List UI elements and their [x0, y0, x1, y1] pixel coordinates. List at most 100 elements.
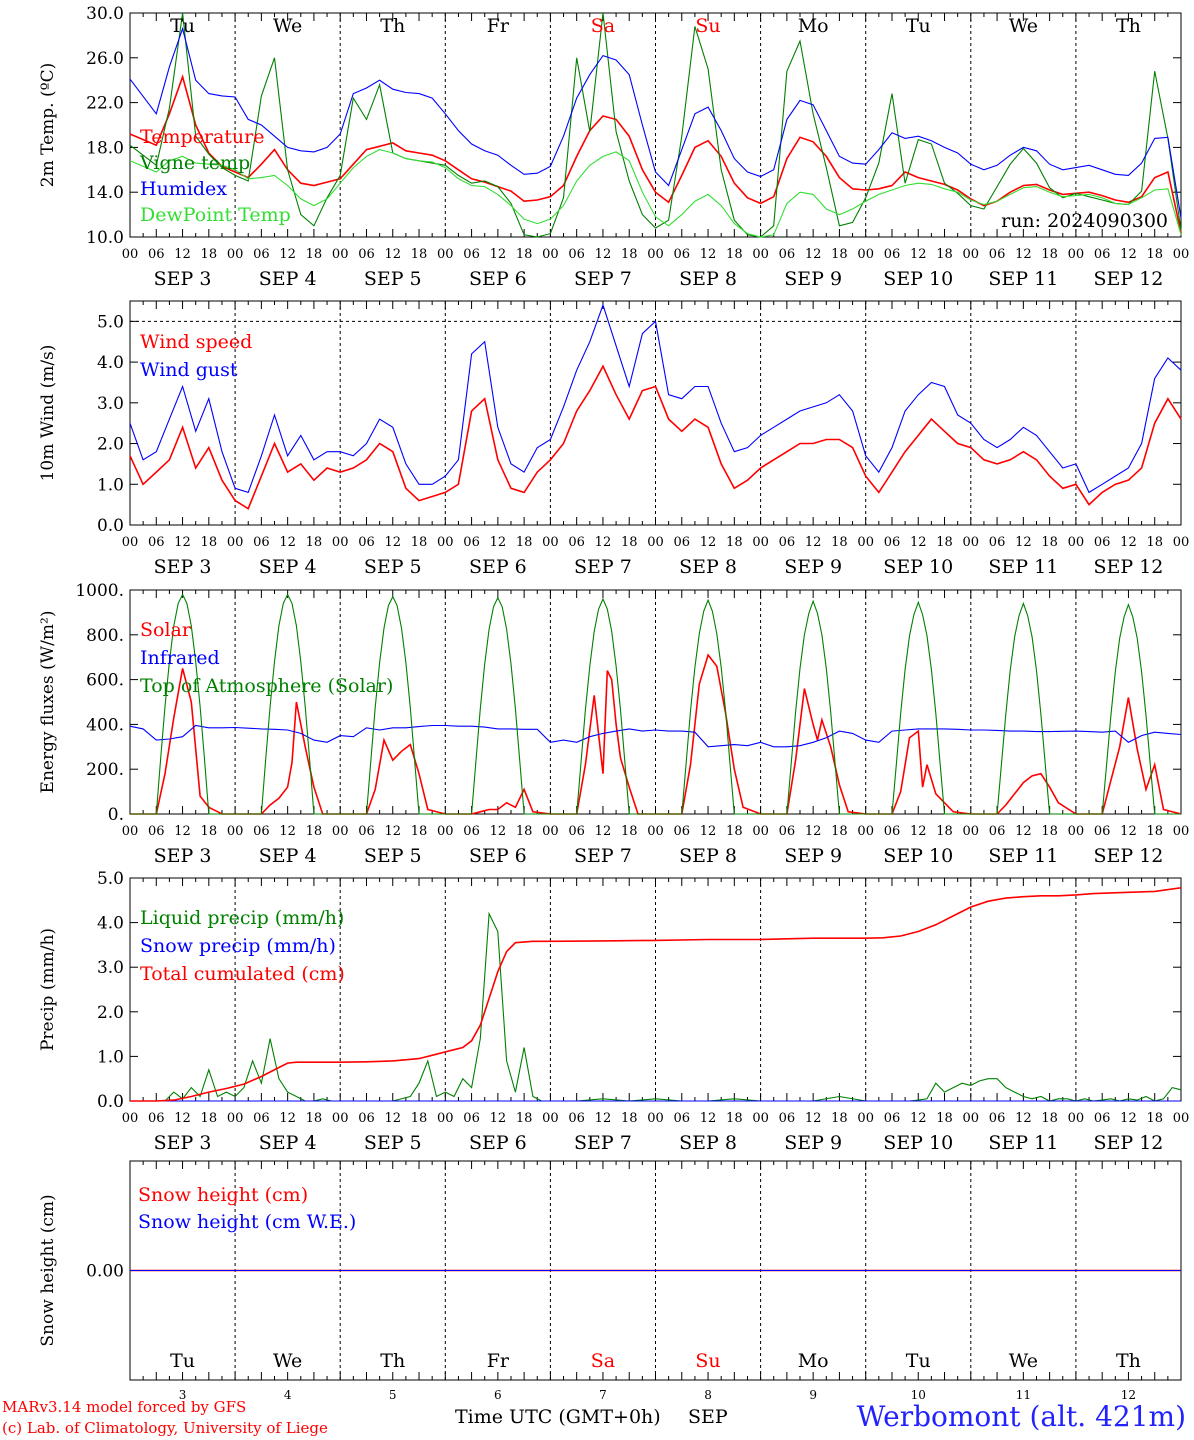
hour-tick-label: 06: [358, 535, 375, 550]
y-tick-label: 0.0: [97, 1092, 124, 1112]
hour-tick-label: 18: [1041, 824, 1058, 839]
hour-tick-label: 12: [384, 535, 401, 550]
weekday-label: Fr: [487, 1350, 510, 1372]
day-label: SEP 4: [259, 268, 317, 290]
hour-tick-label: 06: [253, 824, 270, 839]
weekday-label: Tu: [170, 15, 195, 37]
hour-tick-label: 06: [148, 824, 165, 839]
hour-tick-label: 18: [411, 535, 428, 550]
hour-tick-label: 18: [306, 247, 323, 262]
day-label: SEP 5: [364, 556, 422, 578]
hour-tick-label: 00: [752, 824, 769, 839]
hour-tick-label: 06: [989, 824, 1006, 839]
legend-entry: DewPoint Temp: [140, 204, 291, 226]
hour-tick-label: 06: [253, 247, 270, 262]
legend-entry: Temperature: [140, 126, 264, 148]
hour-tick-label: 00: [647, 535, 664, 550]
hour-tick-label: 12: [700, 1111, 717, 1126]
day-label: SEP 6: [469, 556, 527, 578]
hour-tick-label: 18: [516, 824, 533, 839]
hour-tick-label: 00: [1173, 824, 1190, 839]
day-number-label: 8: [704, 1388, 712, 1402]
hour-tick-label: 18: [306, 535, 323, 550]
hour-tick-label: 00: [857, 535, 874, 550]
day-label: SEP 6: [469, 845, 527, 867]
hour-tick-label: 18: [1146, 247, 1163, 262]
hour-tick-label: 12: [700, 824, 717, 839]
hour-tick-label: 12: [490, 1111, 507, 1126]
hour-tick-label: 00: [963, 1111, 980, 1126]
day-label: SEP 9: [784, 1132, 842, 1154]
day-label: SEP 3: [154, 845, 212, 867]
y-tick-label: 10.0: [86, 228, 124, 248]
hour-tick-label: 18: [936, 247, 953, 262]
hour-tick-label: 12: [279, 247, 296, 262]
legend-entry: Top of Atmosphere (Solar): [140, 675, 393, 697]
legend-entry: Infrared: [140, 647, 220, 669]
day-label: SEP 7: [574, 268, 632, 290]
y-axis-label: Energy fluxes (W/m²): [38, 611, 58, 794]
run-label: run: 2024090300: [1001, 210, 1168, 232]
weekday-label: Th: [380, 1350, 405, 1372]
day-label: SEP 4: [259, 845, 317, 867]
hour-tick-label: 06: [779, 1111, 796, 1126]
hour-tick-label: 06: [568, 1111, 585, 1126]
hour-tick-label: 00: [437, 1111, 454, 1126]
hour-tick-label: 12: [700, 535, 717, 550]
x-axis-title: Time UTC (GMT+0h): [455, 1406, 661, 1428]
hour-tick-label: 00: [1173, 247, 1190, 262]
weekday-label: Th: [1116, 15, 1141, 37]
hour-tick-label: 06: [463, 1111, 480, 1126]
series-line: [129, 26, 1182, 219]
y-tick-label: 5.0: [97, 312, 124, 332]
hour-tick-label: 06: [989, 1111, 1006, 1126]
hour-tick-label: 12: [490, 247, 507, 262]
y-tick-label: 0.00: [86, 1262, 124, 1282]
day-label: SEP 9: [784, 556, 842, 578]
hour-tick-label: 06: [779, 535, 796, 550]
day-number-label: 9: [809, 1388, 817, 1402]
hour-tick-label: 00: [1068, 824, 1085, 839]
day-number-label: 12: [1121, 1388, 1136, 1402]
hour-tick-label: 00: [227, 535, 244, 550]
hour-tick-label: 06: [568, 535, 585, 550]
day-label: SEP 11: [988, 845, 1058, 867]
legend-entry: Total cumulated (cm): [140, 963, 345, 985]
hour-tick-label: 00: [857, 247, 874, 262]
hour-tick-label: 18: [726, 247, 743, 262]
y-tick-label: 26.0: [86, 49, 124, 69]
day-label: SEP 8: [679, 268, 737, 290]
hour-tick-label: 12: [910, 535, 927, 550]
hour-tick-label: 06: [148, 247, 165, 262]
day-number-label: 5: [389, 1388, 397, 1402]
day-label: SEP 3: [154, 268, 212, 290]
hour-tick-label: 00: [1068, 247, 1085, 262]
y-axis-label: Precip (mm/h): [38, 928, 58, 1051]
y-axis-label: 10m Wind (m/s): [38, 345, 58, 482]
hour-tick-label: 00: [332, 1111, 349, 1126]
hour-tick-label: 06: [884, 824, 901, 839]
hour-tick-label: 12: [384, 824, 401, 839]
hour-tick-label: 06: [674, 247, 691, 262]
hour-tick-label: 06: [1094, 535, 1111, 550]
hour-tick-label: 12: [1120, 247, 1137, 262]
hour-tick-label: 06: [463, 824, 480, 839]
weekday-label: Fr: [487, 15, 510, 37]
hour-tick-label: 18: [516, 535, 533, 550]
day-label: SEP 10: [883, 268, 953, 290]
day-label: SEP 12: [1094, 1132, 1164, 1154]
weekday-label: Tu: [170, 1350, 195, 1372]
hour-tick-label: 00: [122, 824, 139, 839]
series-line: [129, 12, 1182, 238]
hour-tick-label: 18: [831, 535, 848, 550]
y-tick-label: 600.: [86, 671, 124, 691]
series-line: [129, 74, 1182, 233]
hour-tick-label: 00: [122, 247, 139, 262]
day-label: SEP 8: [679, 1132, 737, 1154]
hour-tick-label: 00: [437, 247, 454, 262]
credit-line-1: MARv3.14 model forced by GFS: [2, 1398, 247, 1416]
day-number-label: 11: [1016, 1388, 1031, 1402]
y-tick-label: 1.0: [97, 1047, 124, 1067]
legend-entry: Snow height (cm W.E.): [138, 1211, 356, 1233]
